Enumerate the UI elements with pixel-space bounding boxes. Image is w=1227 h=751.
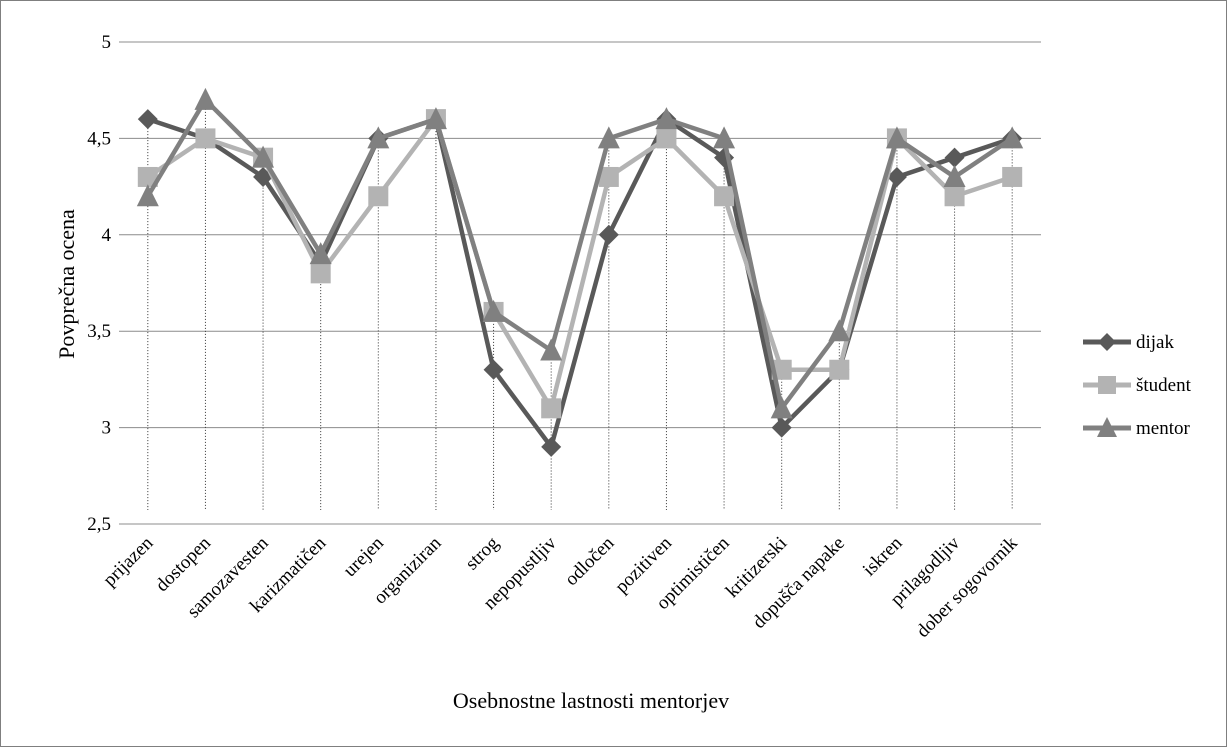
y-tick-label: 4,5 — [87, 128, 111, 149]
data-point — [540, 338, 563, 361]
data-point — [482, 299, 505, 322]
data-point — [136, 184, 159, 207]
data-point — [483, 359, 504, 380]
data-point — [598, 166, 619, 187]
gridlines — [119, 41, 1041, 525]
legend-item: dijak — [1083, 332, 1174, 353]
legend-label: študent — [1136, 375, 1192, 396]
data-point — [1097, 417, 1117, 437]
data-point — [367, 126, 390, 149]
series-lines — [136, 87, 1024, 457]
y-tick-label: 3,5 — [87, 321, 111, 342]
data-point — [1002, 166, 1023, 187]
data-point — [655, 107, 678, 130]
data-point — [944, 186, 965, 207]
data-point — [597, 126, 620, 149]
y-tick-label: 4 — [102, 225, 112, 246]
x-axis-title: Osebnostne lastnosti mentorjev — [453, 688, 729, 713]
data-point — [309, 242, 332, 265]
drop-lines — [147, 99, 1013, 510]
data-point — [195, 128, 216, 149]
data-point — [829, 359, 850, 380]
y-tick-label: 2,5 — [87, 514, 111, 535]
data-point — [252, 145, 275, 168]
legend: dijak študent mentor — [1083, 332, 1192, 439]
data-point — [1001, 126, 1024, 149]
y-tick-label: 3 — [102, 418, 112, 439]
data-point — [368, 186, 389, 207]
legend-label: dijak — [1136, 332, 1174, 353]
x-tick-label: dober sogovornik — [912, 532, 1022, 642]
data-point — [1098, 333, 1116, 351]
legend-item: študent — [1083, 375, 1192, 396]
data-point — [771, 417, 792, 438]
x-tick-label: prijazen — [99, 532, 157, 590]
data-point — [541, 398, 562, 419]
data-point — [194, 87, 217, 110]
x-tick-label: urejen — [339, 532, 388, 581]
data-point — [656, 128, 677, 149]
data-point — [943, 164, 966, 187]
y-tick-label: 5 — [102, 32, 112, 53]
x-tick-labels: prijazendostopensamozavestenkarizmatičen… — [99, 532, 1022, 642]
data-point — [137, 166, 158, 187]
legend-label: mentor — [1136, 418, 1190, 439]
series-line — [146, 116, 1013, 411]
data-point — [137, 109, 158, 130]
data-point — [886, 166, 907, 187]
series-2 — [136, 87, 1024, 419]
series-line — [147, 116, 1013, 450]
data-point — [541, 436, 562, 457]
y-tick-labels: 2,5 3 3,5 4 4,5 5 — [87, 32, 111, 535]
data-point — [944, 147, 965, 168]
data-point — [770, 396, 793, 419]
data-point — [424, 107, 447, 130]
data-point — [713, 126, 736, 149]
data-point — [828, 319, 851, 342]
data-point — [310, 263, 331, 284]
data-point — [714, 186, 735, 207]
y-axis-title: Povprečna ocena — [54, 209, 79, 359]
data-point — [1098, 376, 1116, 394]
series-line — [145, 97, 1014, 411]
legend-item: mentor — [1083, 417, 1190, 439]
x-tick-label: strog — [461, 532, 503, 574]
x-tick-label: iskren — [859, 532, 907, 580]
data-point — [598, 224, 619, 245]
x-tick-label: odločen — [561, 532, 619, 590]
data-point — [885, 126, 908, 149]
